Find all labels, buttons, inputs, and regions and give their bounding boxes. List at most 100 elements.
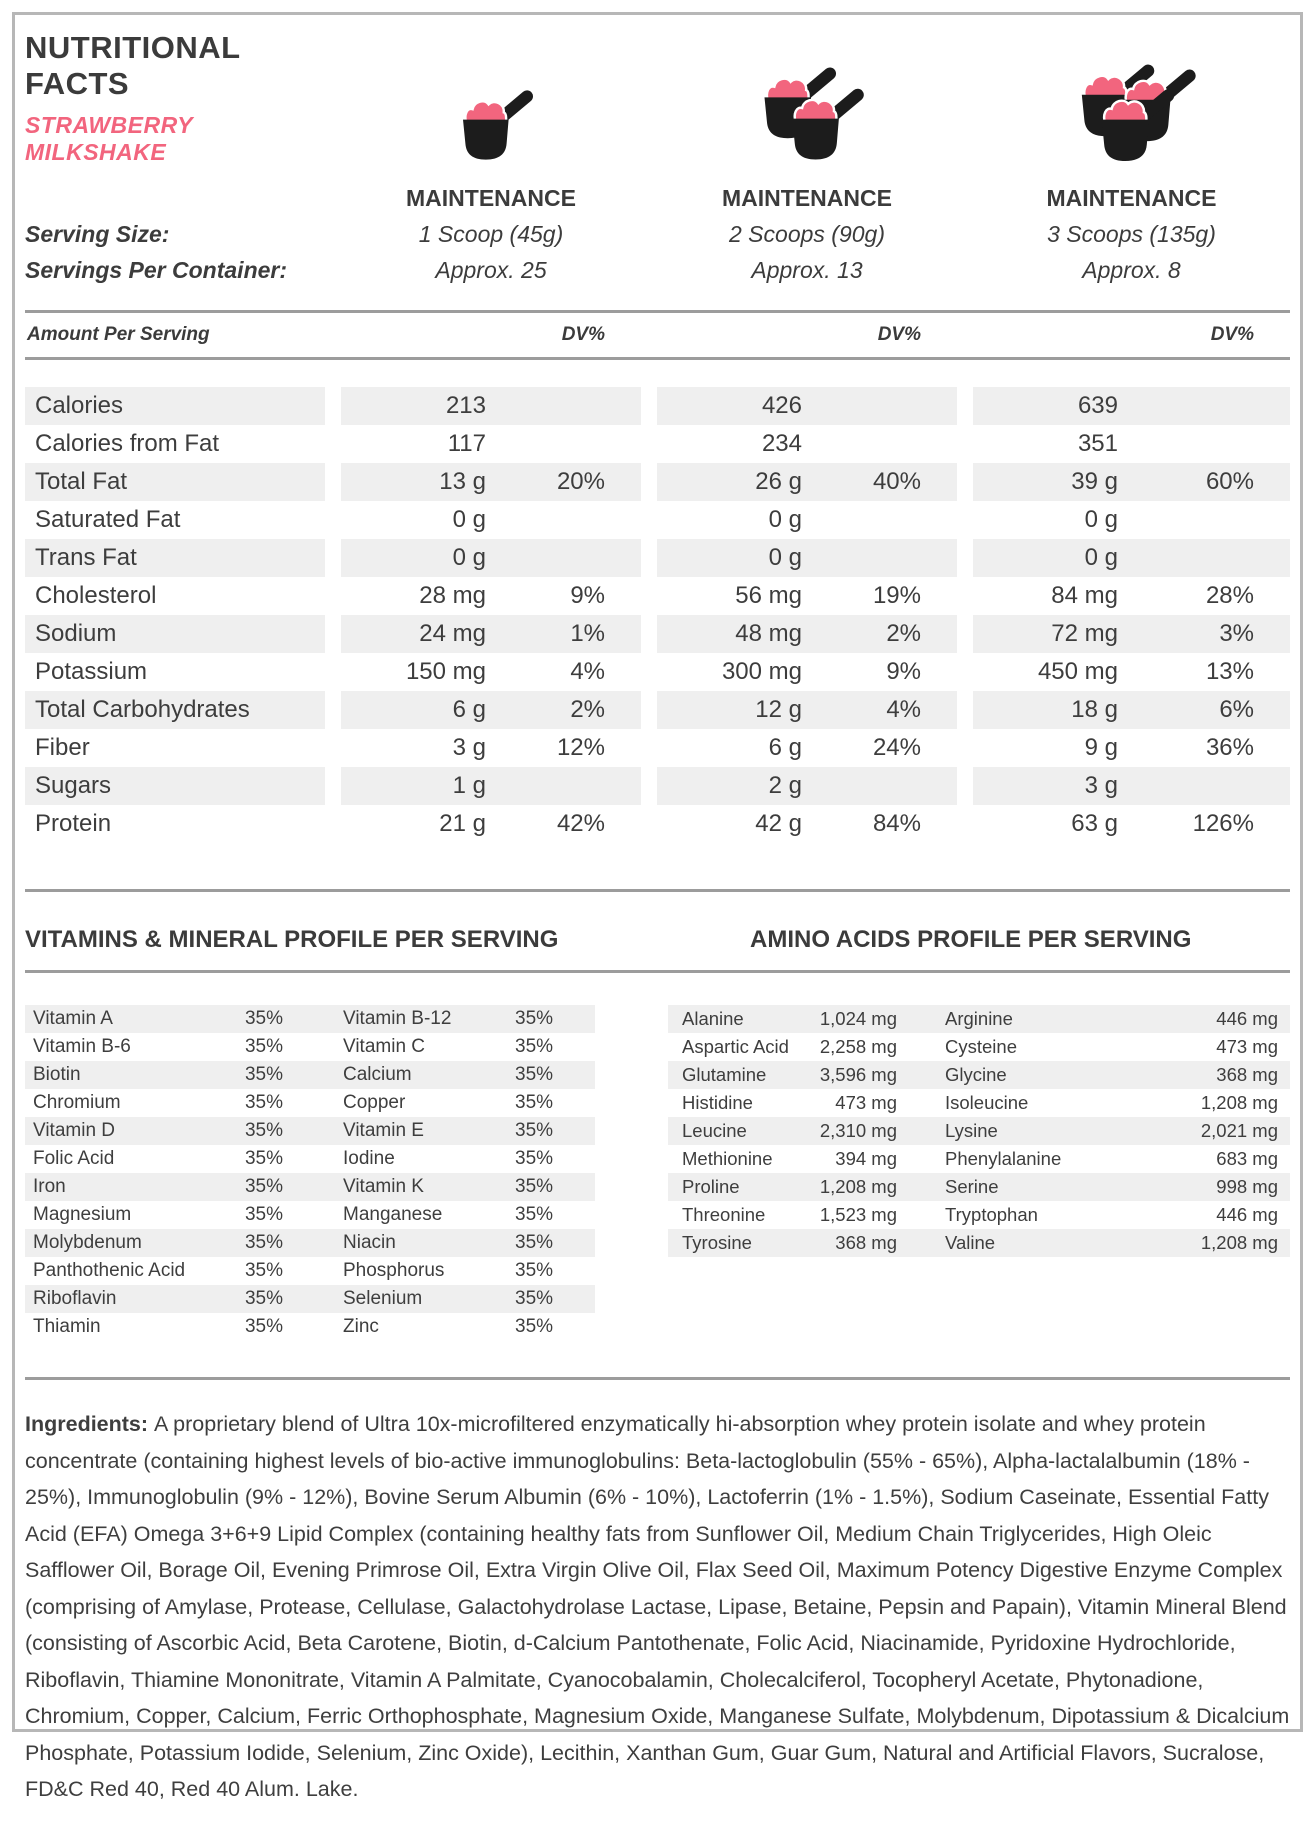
- dv-value: 9%: [886, 658, 921, 685]
- nutrient-label: Total Fat: [25, 463, 325, 501]
- amino-acid-amount: 3,596 mg: [819, 1064, 897, 1085]
- amino-acid-name: Serine: [945, 1176, 999, 1197]
- vitamins-heading: VITAMINS & MINERAL PROFILE PER SERVING: [25, 926, 559, 953]
- amino-acid-amount: 683 mg: [1216, 1148, 1278, 1169]
- nutrient-label: Potassium: [35, 658, 148, 685]
- plan-row: MAINTENANCE MAINTENANCE MAINTENANCE: [25, 180, 1290, 216]
- amino-acid-row: Methionine 394 mg Phenylalanine 683 mg: [668, 1145, 1290, 1173]
- vitamin-row: Thiamin 35% Zinc 35%: [25, 1313, 595, 1341]
- vitamin-name: Vitamin C: [343, 1036, 426, 1057]
- serving-3-values: 72 mg 3%: [973, 615, 1290, 653]
- dv-value: 1%: [570, 620, 605, 647]
- dv-value: 4%: [570, 658, 605, 685]
- amino-acid-row: Glutamine 3,596 mg Glycine 368 mg: [668, 1061, 1290, 1089]
- vitamin-dv: 35%: [515, 1120, 554, 1141]
- amino-acid-name: Phenylalanine: [945, 1148, 1062, 1169]
- amino-acid-amount: 1,208 mg: [1200, 1232, 1278, 1253]
- amount-value: 150 mg: [405, 658, 486, 685]
- dv-value: 28%: [1205, 582, 1254, 609]
- section-divider: [25, 1377, 1290, 1380]
- table-row: Cholesterol 28 mg 9% 56 mg 19% 84 mg 28%: [25, 577, 1290, 615]
- table-row: Fiber 3 g 12% 6 g 24% 9 g 36%: [25, 729, 1290, 767]
- amount-value: 42 g: [755, 810, 802, 837]
- amount-value: 28 mg: [419, 582, 486, 609]
- amount-value: 300 mg: [721, 658, 802, 685]
- table-row: Total Carbohydrates 6 g 2% 12 g 4% 18 g 6%: [25, 691, 1290, 729]
- dv-value: 24%: [872, 734, 921, 761]
- servings-per-container-value-3: Approx. 8: [1082, 257, 1181, 283]
- dv-value: 20%: [556, 468, 605, 495]
- vitamin-dv: 35%: [244, 1176, 283, 1197]
- serving-3-values: 639: [973, 387, 1290, 425]
- vitamin-row: Biotin 35% Calcium 35%: [25, 1061, 595, 1089]
- table-row: Sodium 24 mg 1% 48 mg 2% 72 mg 3%: [25, 615, 1290, 653]
- serving-1-values: 6 g 2%: [341, 691, 641, 729]
- serving-2-values: 26 g 40%: [657, 463, 957, 501]
- amount-value: 18 g: [1071, 696, 1118, 723]
- amino-acid-name: Glycine: [945, 1064, 1007, 1085]
- vitamin-dv: 35%: [515, 1316, 554, 1337]
- serving-2-values: 12 g 4%: [657, 691, 957, 729]
- amount-value: 13 g: [439, 468, 486, 495]
- serving-size-value-1: 1 Scoop (45g): [418, 221, 564, 247]
- serving-size-value-3: 3 Scoops (135g): [1047, 221, 1216, 247]
- amino-acid-row: Aspartic Acid 2,258 mg Cysteine 473 mg: [668, 1033, 1290, 1061]
- vitamin-name: Chromium: [33, 1092, 121, 1113]
- amount-value: 9 g: [1084, 734, 1118, 761]
- amino-acid-name: Lysine: [945, 1120, 998, 1141]
- vitamin-row: Vitamin B-6 35% Vitamin C 35%: [25, 1033, 595, 1061]
- serving-3-values: 0 g: [973, 539, 1290, 577]
- dv-value: 42%: [556, 810, 605, 837]
- amino-acid-amount: 446 mg: [1216, 1204, 1278, 1225]
- serving-3-values: 39 g 60%: [973, 463, 1290, 501]
- vitamin-name: Vitamin B-12: [343, 1008, 452, 1029]
- vitamin-row: Molybdenum 35% Niacin 35%: [25, 1229, 595, 1257]
- table-row: Potassium 150 mg 4% 300 mg 9% 450 mg 13%: [25, 653, 1290, 691]
- serving-2-values: 0 g: [657, 539, 957, 577]
- amino-acid-name: Methionine: [682, 1148, 773, 1169]
- dv-value: 4%: [886, 696, 921, 723]
- amino-acid-row: Alanine 1,024 mg Arginine 446 mg: [668, 1005, 1290, 1033]
- vitamin-dv: 35%: [515, 1288, 554, 1309]
- profiles-body: Vitamin A 35% Vitamin B-12 35% Vitamin B…: [25, 1005, 1290, 1341]
- vitamin-dv: 35%: [515, 1204, 554, 1225]
- table-row: Sugars 1 g 2 g 3 g: [25, 767, 1290, 805]
- amino-acid-amount: 2,310 mg: [819, 1120, 897, 1141]
- table-row: Saturated Fat 0 g 0 g 0 g: [25, 501, 1290, 539]
- dv-value: 84%: [872, 810, 921, 837]
- table-row: Trans Fat 0 g 0 g 0 g: [25, 539, 1290, 577]
- amino-acids-heading: AMINO ACIDS PROFILE PER SERVING: [750, 926, 1192, 953]
- amino-acid-name: Valine: [945, 1232, 996, 1253]
- vitamin-dv: 35%: [515, 1260, 554, 1281]
- vitamin-name: Thiamin: [33, 1316, 101, 1337]
- amount-value: 3 g: [452, 734, 486, 761]
- vitamin-row: Chromium 35% Copper 35%: [25, 1089, 595, 1117]
- amino-acid-name: Proline: [682, 1176, 740, 1197]
- amino-acid-name: Histidine: [682, 1092, 753, 1113]
- amount-value: 213: [445, 392, 486, 419]
- nutrient-label: Sodium: [25, 615, 325, 653]
- vitamin-name: Phosphorus: [343, 1260, 445, 1281]
- dv-value: 3%: [1219, 620, 1254, 647]
- serving-1-values: 117: [341, 425, 641, 463]
- vitamin-dv: 35%: [515, 1176, 554, 1197]
- vitamin-name: Vitamin B-6: [33, 1036, 131, 1057]
- vitamin-row: Folic Acid 35% Iodine 35%: [25, 1145, 595, 1173]
- table-row: Calories 213 426 639: [25, 387, 1290, 425]
- amount-value: 56 mg: [735, 582, 802, 609]
- vitamin-dv: 35%: [244, 1316, 283, 1337]
- dv-value: 12%: [556, 734, 605, 761]
- vitamin-dv: 35%: [244, 1204, 283, 1225]
- amino-acid-amount: 368 mg: [1216, 1064, 1278, 1085]
- amino-acid-name: Isoleucine: [945, 1092, 1029, 1113]
- vitamin-name: Vitamin E: [343, 1120, 424, 1141]
- amount-value: 21 g: [439, 810, 486, 837]
- section-divider: [25, 970, 1290, 973]
- amount-value: 0 g: [452, 544, 486, 571]
- vitamin-name: Molybdenum: [33, 1232, 142, 1253]
- nutrition-table: Calories 213 426 639 Calories from Fat 1…: [25, 387, 1290, 843]
- vitamin-name: Iodine: [343, 1148, 395, 1169]
- amount-value: 1 g: [452, 772, 486, 799]
- amino-acid-amount: 1,024 mg: [819, 1008, 897, 1029]
- header: NUTRITIONAL FACTS STRAWBERRY MILKSHAKE: [25, 26, 1290, 166]
